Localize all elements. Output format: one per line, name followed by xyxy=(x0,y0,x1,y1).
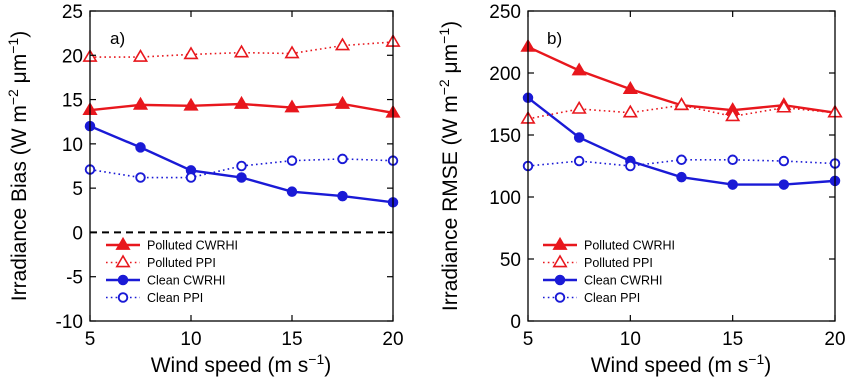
panel-b-y-tick-label: 200 xyxy=(489,64,521,85)
panel-a-x-tick-label: 10 xyxy=(180,329,201,350)
panel-a-data-point xyxy=(233,44,250,58)
panel-a-series-2 xyxy=(82,33,401,62)
panel-b-y-tick-label: 0 xyxy=(510,312,521,333)
panel-b-data-point xyxy=(725,108,741,122)
panel-b-data-point xyxy=(673,97,690,111)
panel-b-x-tick-label: 5 xyxy=(523,329,534,350)
panel-a-data-point xyxy=(337,190,348,202)
panel-a-data-point xyxy=(284,99,300,113)
panel-a-legend-label: Clean PPI xyxy=(147,291,203,305)
panel-b-series-4 xyxy=(522,154,841,172)
panel-b-data-point xyxy=(676,154,687,166)
panel-a-bias-chart: -10 -5 0 5 10 15 20 25 5 10 15 20 Wind speed (m s−1)… xyxy=(5,2,404,377)
panel-a-y-tick-label: -10 xyxy=(56,312,83,333)
panel-a-legend-label: Polluted PPI xyxy=(147,256,216,270)
panel-a-legend-marker xyxy=(117,292,129,303)
panel-a-x-tick-label: 5 xyxy=(85,329,96,350)
panel-b-data-point xyxy=(622,81,638,94)
panel-a-data-point xyxy=(286,155,298,166)
panel-a-plot-frame xyxy=(89,10,394,322)
panel-a-data-point xyxy=(334,37,351,51)
panel-b-legend-label: Polluted CWRHI xyxy=(584,239,675,253)
panel-a-data-point xyxy=(334,95,351,109)
panel-a-data-point xyxy=(337,153,348,165)
panel-a-legend-marker xyxy=(115,254,131,268)
panel-a-data-point xyxy=(233,95,250,109)
panel-b-series-3 xyxy=(522,92,841,190)
panel-a-x-tick-label: 15 xyxy=(281,329,302,350)
panel-a-legend: Polluted CWRHI Polluted PPI Clean CWRHI Cle… xyxy=(106,236,238,305)
panel-a-data-point xyxy=(284,45,300,59)
panel-b-legend-label: Clean PPI xyxy=(584,291,640,305)
panel-b-y-axis-title: Irradiance RMSE (W m−2 μm−1) xyxy=(436,21,462,311)
panel-a-series-1 xyxy=(82,95,401,118)
panel-a-legend-label: Polluted CWRHI xyxy=(147,239,238,253)
panel-a-data-point xyxy=(135,172,146,183)
panel-b-data-point xyxy=(778,179,790,190)
panel-a-data-point xyxy=(286,186,298,197)
panel-b-x-axis-title: Wind speed (m s−1) xyxy=(591,351,772,377)
panel-a-x-tick-label: 20 xyxy=(382,329,403,350)
panel-a-panel-label: a) xyxy=(110,29,125,48)
panel-a-x-axis-title: Wind speed (m s−1) xyxy=(151,351,332,377)
panel-b-rmse-chart: 0 50 100 150 200 250 5 10 15 20 Wind speed (m s−1)… xyxy=(436,2,846,377)
panel-b-panel-label: b) xyxy=(547,29,562,48)
panel-b-data-point xyxy=(727,179,738,190)
panel-a-data-point xyxy=(236,172,247,183)
panel-a-y-tick-label: 5 xyxy=(72,179,83,200)
panel-a-data-point xyxy=(183,46,199,60)
panel-b-y-tick-label: 50 xyxy=(500,250,521,271)
panel-b-legend-label: Polluted PPI xyxy=(584,256,653,270)
panel-a-data-point xyxy=(132,48,149,62)
panel-b-data-point xyxy=(571,62,587,76)
panel-b-data-point xyxy=(625,160,636,172)
panel-b-y-tick-label: 250 xyxy=(489,2,521,23)
panel-b-y-tick-label: 150 xyxy=(489,126,521,147)
panel-b-data-point xyxy=(727,154,738,166)
panel-a-data-point xyxy=(185,172,197,183)
panel-b-legend-marker xyxy=(554,274,566,286)
panel-a-y-tick-label: 15 xyxy=(62,91,83,112)
panel-b-data-point xyxy=(622,104,638,118)
panel-b-x-tick-label: 20 xyxy=(824,329,845,350)
panel-b-legend-marker xyxy=(552,254,568,268)
panel-b-y-tick-label: 100 xyxy=(489,188,521,209)
panel-b-data-point xyxy=(776,99,792,113)
panel-b-data-point xyxy=(676,171,687,183)
panel-b-legend-marker xyxy=(552,236,568,250)
panel-a-y-tick-label: 20 xyxy=(62,46,83,67)
panel-b-data-point xyxy=(778,155,790,167)
panel-b-legend-label: Clean CWRHI xyxy=(584,274,663,288)
panel-a-y-axis-title: Irradiance Bias (W m−2 μm−1) xyxy=(5,31,31,301)
panel-b-series-2 xyxy=(520,97,843,124)
panel-a-legend-marker xyxy=(117,274,129,286)
panel-b-plot-frame xyxy=(527,10,836,322)
panel-b-x-tick-label: 10 xyxy=(620,329,641,350)
panel-a-y-tick-label: 25 xyxy=(62,2,83,23)
panel-a-series-3 xyxy=(84,120,399,208)
panel-a-y-tick-label: -5 xyxy=(66,268,83,289)
panel-a-data-point xyxy=(135,142,146,153)
panel-a-data-point xyxy=(183,97,199,111)
panel-b-data-point xyxy=(573,132,585,143)
panel-b-data-point xyxy=(573,155,585,167)
panel-b-x-tick-label: 15 xyxy=(722,329,743,350)
panel-a-data-point xyxy=(132,96,149,110)
panel-b-legend-marker xyxy=(554,292,566,303)
panel-a-y-tick-label: 10 xyxy=(62,135,83,156)
panel-b-data-point xyxy=(571,100,587,114)
panel-a-data-point xyxy=(236,160,247,172)
panel-a-y-tick-label: 0 xyxy=(72,223,83,244)
panel-a-legend-label: Clean CWRHI xyxy=(147,274,226,288)
panel-a-legend-marker xyxy=(115,236,131,250)
panel-b-legend: Polluted CWRHI Polluted PPI Clean CWRHI Cle… xyxy=(543,236,675,305)
